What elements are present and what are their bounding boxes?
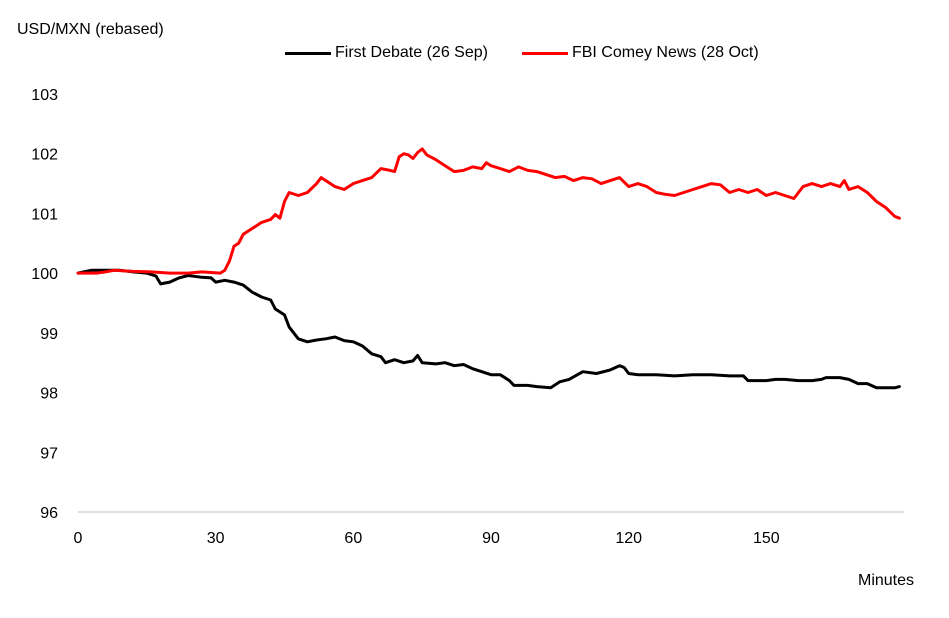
x-tick-label: 0	[74, 530, 83, 547]
legend-swatch-first-debate	[285, 51, 331, 55]
y-tick-label: 101	[31, 206, 58, 223]
y-tick-label: 100	[31, 266, 58, 283]
y-axis-label: USD/MXN (rebased)	[17, 21, 164, 38]
y-tick-label: 97	[40, 445, 58, 462]
x-tick-label: 90	[482, 530, 500, 547]
legend: First Debate (26 Sep) FBI Comey News (28…	[285, 44, 793, 62]
x-tick-label: 150	[753, 530, 780, 547]
x-tick-label: 120	[615, 530, 642, 547]
x-tick-label: 30	[207, 530, 225, 547]
x-axis-label: Minutes	[858, 572, 915, 589]
y-tick-label: 99	[40, 326, 58, 343]
legend-item-fbi-comey: FBI Comey News (28 Oct)	[521, 44, 759, 62]
series-line-first-debate	[76, 268, 901, 390]
x-tick-label: 60	[344, 530, 362, 547]
series-line-fbi-comey	[76, 147, 901, 275]
y-tick-label: 96	[40, 505, 58, 522]
legend-item-first-debate: First Debate (26 Sep)	[285, 44, 488, 62]
y-tick-label: 103	[31, 87, 58, 104]
legend-label-fbi-comey: FBI Comey News (28 Oct)	[571, 44, 759, 61]
legend-label-first-debate: First Debate (26 Sep)	[335, 44, 488, 61]
legend-swatch-fbi-comey	[521, 51, 568, 55]
y-tick-label: 102	[31, 147, 58, 164]
y-tick-label: 98	[40, 386, 58, 403]
